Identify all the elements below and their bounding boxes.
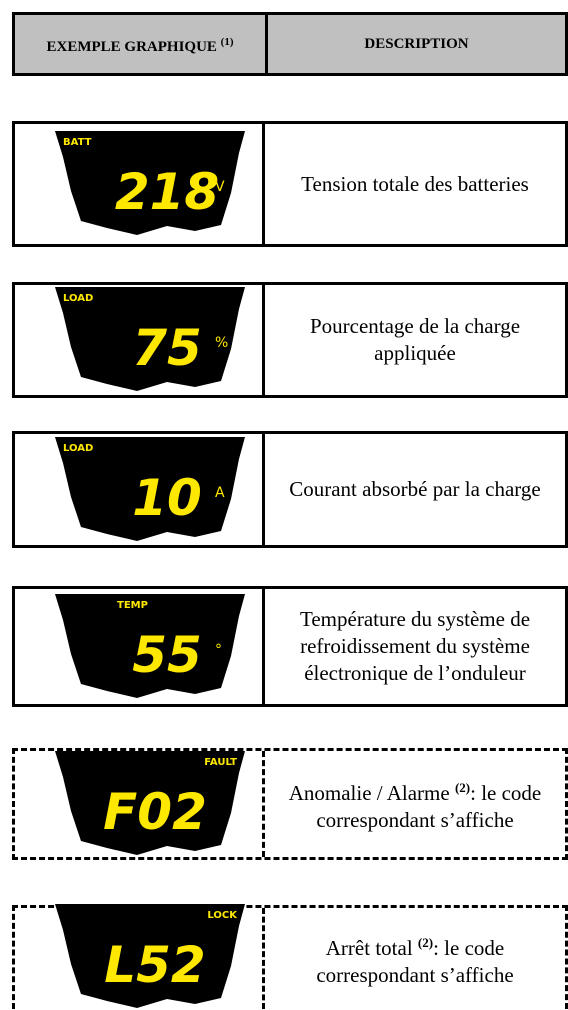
note-ref: (2) <box>417 934 434 950</box>
table-row: TEMP 55 ° Température du système de refroid… <box>12 586 568 707</box>
lcd-display: LOCK L52 <box>55 904 245 1008</box>
header-text: EXEMPLE GRAPHIQUE (1) <box>46 33 233 56</box>
lcd-screen <box>55 436 245 541</box>
description-cell: Pourcentage de la charge appliquée <box>265 285 565 395</box>
display-cell: BATT 218 V <box>15 124 265 244</box>
description-text: Pourcentage de la charge appliquée <box>309 314 521 365</box>
description-end: : le code correspondant s’affiche <box>316 781 542 832</box>
description-text: Anomalie / Alarme <box>288 781 450 805</box>
header-note: (1) <box>220 35 234 48</box>
lcd-screen <box>55 904 245 1008</box>
table-row: BATT 218 V Tension totale des batteries <box>12 121 568 247</box>
description-text: Température du système de refroidissemen… <box>299 607 531 685</box>
header-cell: EXEMPLE GRAPHIQUE (1) <box>15 15 268 73</box>
lcd-reading: F02 <box>103 783 207 841</box>
description-cell: Arrêt total (2): le code correspondant s… <box>265 908 565 1009</box>
display-cell: LOAD 75% <box>15 285 265 395</box>
description: Anomalie / Alarme (2): le code correspon… <box>269 774 561 834</box>
description-cell: Tension totale des batteries <box>265 124 565 244</box>
description: Tension totale des batteries <box>301 171 529 198</box>
table-row: LOAD 75% Pourcentage de la charge appliqué… <box>12 282 568 398</box>
note-ref: (2) <box>454 780 471 795</box>
description: Arrêt total (2): le code correspondant s… <box>269 929 561 989</box>
lcd-indicator: LOAD <box>63 443 93 454</box>
description-cell: Anomalie / Alarme (2): le code correspon… <box>265 751 565 857</box>
display-cell: TEMP 55 ° <box>15 589 265 704</box>
table-row: LOCK L52 Arrêt total (2): le code correspo… <box>12 904 568 1009</box>
lcd-reading: 55 <box>132 626 202 684</box>
lcd-reading: 10 <box>132 469 202 527</box>
table-row: LOAD 10 A Courant absorbé par la charge <box>12 431 568 548</box>
table-row: FAULT F02 Anomalie / Alarme (2): le code c… <box>12 748 568 860</box>
description-text: Arrêt total <box>325 935 413 960</box>
header-col2: DESCRIPTION <box>364 35 469 52</box>
lcd-unit: A <box>215 485 225 501</box>
lcd-display: TEMP 55 ° <box>55 593 245 698</box>
description-text: Tension totale des batteries <box>301 171 529 196</box>
description-cell: Courant absorbé par la charge <box>265 434 565 545</box>
lcd-screen <box>55 287 245 391</box>
description-cell: Température du système de refroidissemen… <box>265 589 565 704</box>
lcd-display: FAULT F02 <box>55 751 245 855</box>
lcd-reading: L52 <box>104 936 205 994</box>
table-header: EXEMPLE GRAPHIQUE (1) DESCRIPTION <box>12 12 568 76</box>
lcd-display: LOAD 75% <box>55 287 245 391</box>
lcd-reading: 75 <box>132 319 202 377</box>
lcd-indicator: LOCK <box>207 910 238 921</box>
display-cell: FAULT F02 <box>15 751 265 857</box>
lcd-indicator: BATT <box>63 137 92 148</box>
description: Courant absorbé par la charge <box>289 476 541 503</box>
description-text: Courant absorbé par la charge <box>289 477 541 501</box>
lcd-screen <box>55 131 245 235</box>
description: Température du système de refroidissemen… <box>269 606 561 687</box>
lcd-indicator: TEMP <box>117 600 148 611</box>
lcd-screen <box>55 751 245 855</box>
lcd-indicator: LOAD <box>63 293 93 304</box>
display-cell: LOCK L52 <box>15 904 265 1009</box>
lcd-unit: V <box>215 179 225 195</box>
description: Pourcentage de la charge appliquée <box>269 313 561 367</box>
header-col1: EXEMPLE GRAPHIQUE <box>46 38 217 55</box>
description-end: : le code correspondant s’affiche <box>316 935 514 987</box>
lcd-screen <box>55 593 245 698</box>
lcd-indicator: FAULT <box>204 757 237 768</box>
lcd-display: LOAD 10 A <box>55 436 245 541</box>
lcd-unit: % <box>215 335 228 351</box>
display-cell: LOAD 10 A <box>15 434 265 545</box>
lcd-reading: 218 <box>115 163 219 221</box>
lcd-unit: ° <box>215 642 222 658</box>
